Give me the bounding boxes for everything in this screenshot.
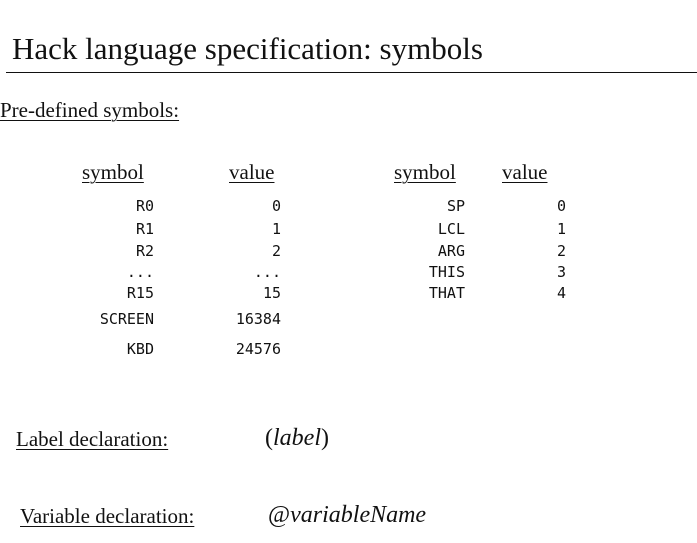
variable-declaration-syntax: @variableName bbox=[268, 500, 426, 530]
right-table-value-cell: 3 bbox=[556, 263, 566, 281]
left-table-header-value: value bbox=[229, 160, 275, 184]
right-table-header-symbol: symbol bbox=[394, 160, 456, 184]
title-divider bbox=[6, 72, 697, 73]
label-declaration-syntax: (label) bbox=[265, 423, 329, 453]
left-table-value-cell: 2 bbox=[271, 242, 281, 260]
right-table-symbol-cell: ARG bbox=[437, 242, 465, 260]
left-table-symbol-cell: ... bbox=[126, 263, 154, 281]
variable-declaration-heading: Variable declaration: bbox=[20, 504, 195, 528]
predefined-symbols-heading: Pre-defined symbols: bbox=[0, 98, 180, 122]
right-table-header-value: value bbox=[502, 160, 548, 184]
label-name: label bbox=[273, 425, 321, 451]
right-table-symbol-cell: THAT bbox=[428, 284, 465, 302]
left-table-symbol-cell: R2 bbox=[135, 242, 154, 260]
right-table-value-cell: 2 bbox=[556, 242, 566, 260]
left-table-value-cell: 16384 bbox=[235, 310, 281, 328]
left-table-header-symbol: symbol bbox=[82, 160, 144, 184]
left-table-value-cell: 0 bbox=[271, 197, 281, 215]
open-paren: ( bbox=[265, 425, 273, 451]
left-table-symbol-cell: KBD bbox=[126, 340, 154, 358]
right-table-symbol-cell: SP bbox=[446, 197, 465, 215]
label-declaration-heading: Label declaration: bbox=[16, 427, 169, 451]
left-table-value-cell: 15 bbox=[262, 284, 281, 302]
left-table-symbol-cell: R15 bbox=[126, 284, 154, 302]
right-table-value-cell: 4 bbox=[556, 284, 566, 302]
right-table-symbol-cell: THIS bbox=[428, 263, 465, 281]
left-table-symbol-cell: R1 bbox=[135, 220, 154, 238]
right-table-value-cell: 0 bbox=[556, 197, 566, 215]
left-table-symbol-cell: R0 bbox=[135, 197, 154, 215]
right-table-value-cell: 1 bbox=[556, 220, 566, 238]
variable-name: variableName bbox=[290, 502, 427, 528]
left-table-value-cell: 24576 bbox=[235, 340, 281, 358]
at-sign: @ bbox=[268, 502, 291, 528]
left-table-symbol-cell: SCREEN bbox=[99, 310, 154, 328]
right-table-symbol-cell: LCL bbox=[437, 220, 465, 238]
left-table-value-cell: 1 bbox=[271, 220, 281, 238]
left-table-value-cell: ... bbox=[253, 263, 281, 281]
page-title: Hack language specification: symbols bbox=[12, 31, 483, 66]
close-paren: ) bbox=[321, 425, 329, 451]
